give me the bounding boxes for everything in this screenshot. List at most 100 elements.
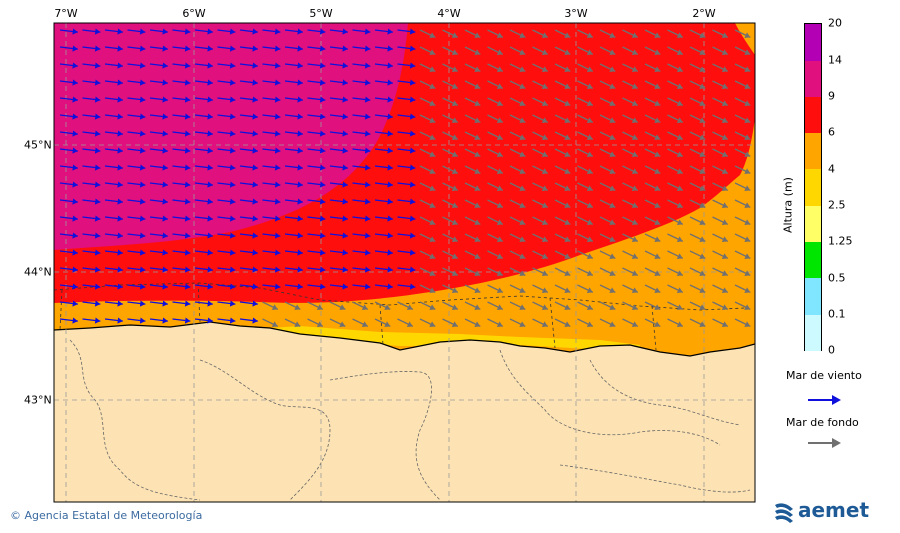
- arrow-head: [721, 202, 728, 208]
- lon-label-3w: 3°W: [564, 7, 588, 20]
- colorbar-tick: 1.25: [828, 234, 853, 248]
- arrow-head: [519, 270, 526, 276]
- arrow-head: [252, 317, 258, 324]
- arrow-head: [184, 181, 191, 188]
- arrow-head: [72, 96, 78, 103]
- arrow-head: [162, 283, 168, 290]
- arrow-head: [364, 249, 371, 256]
- arrow-head: [94, 130, 101, 137]
- arrow-head: [207, 317, 213, 324]
- arrow-head: [541, 83, 548, 89]
- arrow-head: [319, 215, 326, 222]
- arrow-head: [297, 79, 303, 86]
- arrow-head: [586, 202, 593, 208]
- arrow-head: [474, 151, 481, 157]
- arrow-head: [699, 304, 706, 310]
- arrow-head: [609, 287, 616, 293]
- arrow-head: [297, 28, 303, 35]
- arrow-head: [541, 219, 548, 225]
- arrow-head: [609, 100, 616, 106]
- arrow-head: [297, 130, 303, 137]
- arrow-head: [721, 304, 728, 310]
- arrow-head: [229, 232, 236, 239]
- arrow-head: [429, 202, 436, 208]
- arrow-head: [139, 232, 146, 239]
- arrow-head: [94, 266, 101, 273]
- arrow-head: [609, 236, 616, 242]
- arrow-head: [94, 62, 101, 69]
- colorbar-band-2-5-4: [805, 169, 821, 206]
- arrow-head: [609, 270, 616, 276]
- arrow-head: [252, 283, 258, 290]
- arrow-head: [586, 321, 593, 327]
- arrow-head: [474, 202, 481, 208]
- colorbar-band-9-14: [805, 61, 821, 97]
- arrow-head: [519, 304, 526, 310]
- arrow-head: [409, 45, 416, 52]
- arrow-head: [564, 270, 571, 276]
- arrow-head: [387, 181, 393, 188]
- arrow-head: [721, 151, 728, 157]
- colorbar-band-6-9: [805, 97, 821, 133]
- arrow-head: [319, 28, 326, 35]
- arrow-head: [541, 168, 548, 174]
- colorbar-tick: 9: [828, 89, 835, 103]
- arrow-head: [342, 164, 348, 171]
- arrow-head: [631, 134, 638, 140]
- arrow-head: [72, 215, 78, 222]
- arrow-head: [564, 100, 571, 106]
- arrow-head: [72, 79, 78, 86]
- arrow-head: [474, 32, 481, 38]
- arrow-head: [274, 62, 281, 69]
- arrow-head: [229, 300, 236, 307]
- arrow-head: [474, 270, 481, 276]
- arrow-head: [207, 45, 213, 52]
- arrow-head: [451, 134, 458, 140]
- arrow-head: [139, 130, 146, 137]
- arrow-head: [744, 321, 751, 327]
- arrow-head: [541, 100, 548, 106]
- arrow-head: [252, 300, 258, 307]
- arrow-head: [699, 83, 706, 89]
- arrow-head: [519, 32, 526, 38]
- arrow-head: [564, 236, 571, 242]
- arrow-head: [541, 185, 548, 191]
- arrow-head: [541, 32, 548, 38]
- arrow-head: [474, 219, 481, 225]
- arrow-head: [519, 117, 526, 123]
- arrow-head: [474, 83, 481, 89]
- arrow-head: [564, 49, 571, 55]
- arrow-head: [364, 147, 371, 154]
- arrow-head: [721, 253, 728, 259]
- arrow-head: [274, 96, 281, 103]
- arrow-head: [342, 232, 348, 239]
- graticule: [54, 23, 755, 502]
- arrow-head: [207, 28, 213, 35]
- arrow-head: [429, 49, 436, 55]
- arrow-head: [252, 45, 258, 52]
- arrow-head: [162, 266, 168, 273]
- arrow-head: [676, 66, 683, 72]
- arrow-head: [117, 249, 123, 256]
- arrow-head: [319, 113, 326, 120]
- arrow-head: [496, 49, 503, 55]
- arrow-head: [229, 62, 236, 69]
- arrow-head: [429, 219, 436, 225]
- arrow-head: [721, 100, 728, 106]
- arrow-head: [631, 117, 638, 123]
- arrow-head: [564, 66, 571, 72]
- arrow-head: [139, 181, 146, 188]
- arrow-head: [699, 32, 706, 38]
- arrow-head: [364, 181, 371, 188]
- arrow-head: [631, 32, 638, 38]
- arrow-head: [162, 300, 168, 307]
- arrow-head: [429, 270, 436, 276]
- arrow-head: [744, 83, 751, 89]
- arrow-head: [94, 79, 101, 86]
- arrow-head: [94, 283, 101, 290]
- arrow-head: [609, 49, 616, 55]
- arrow-head: [319, 249, 326, 256]
- arrow-head: [139, 266, 146, 273]
- arrow-head: [744, 253, 751, 259]
- arrow-head: [586, 236, 593, 242]
